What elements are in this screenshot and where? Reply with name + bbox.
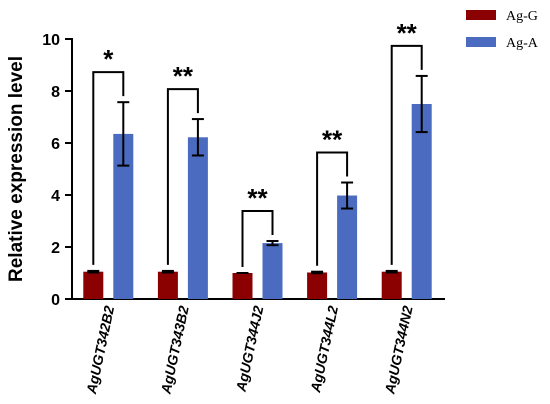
significance-label: **: [247, 183, 268, 213]
bar: [381, 271, 402, 299]
significance-label: **: [322, 125, 343, 155]
bar: [307, 272, 328, 299]
bar: [187, 137, 208, 299]
x-tick-label: AgUGT343B2: [157, 304, 192, 396]
y-tick-label: 0: [51, 292, 60, 309]
legend-swatch: [466, 10, 496, 20]
x-tick-label: AgUGT344N2: [381, 304, 416, 396]
y-tick-label: 8: [51, 84, 60, 101]
bar: [411, 104, 432, 299]
bars: [83, 74, 432, 299]
significance-bracket: [316, 151, 349, 266]
x-tick-label: AgUGT344L2: [307, 304, 341, 395]
axes: 0 2 4 6 8 10 Relative expression level AgUGT342…: [6, 32, 445, 396]
y-tick-label: 4: [51, 188, 60, 205]
bar: [232, 273, 253, 299]
significance-bracket: [241, 210, 274, 267]
bar: [83, 271, 104, 299]
x-tick-label: AgUGT344J2: [232, 304, 266, 394]
significance-bracket: [390, 44, 423, 265]
legend-label: Ag-G: [506, 9, 538, 24]
y-axis-label: Relative expression level: [6, 56, 27, 282]
bar: [337, 195, 358, 299]
bar: [157, 271, 178, 299]
bar: [113, 133, 134, 299]
legend: Ag-G Ag-A: [466, 9, 539, 51]
legend-swatch: [466, 37, 496, 47]
y-tick-label: 10: [42, 32, 60, 49]
y-tick-label: 2: [51, 240, 60, 257]
significance-label: *: [103, 44, 114, 74]
legend-label: Ag-A: [506, 36, 539, 51]
significance-bracket: [166, 88, 199, 265]
significance-annotations: *********: [92, 18, 423, 267]
bar: [262, 243, 283, 299]
y-tick-label: 6: [51, 136, 60, 153]
x-tick-label: AgUGT342B2: [83, 304, 118, 396]
significance-bracket: [92, 71, 125, 265]
significance-label: **: [173, 61, 194, 91]
significance-label: **: [397, 18, 418, 48]
